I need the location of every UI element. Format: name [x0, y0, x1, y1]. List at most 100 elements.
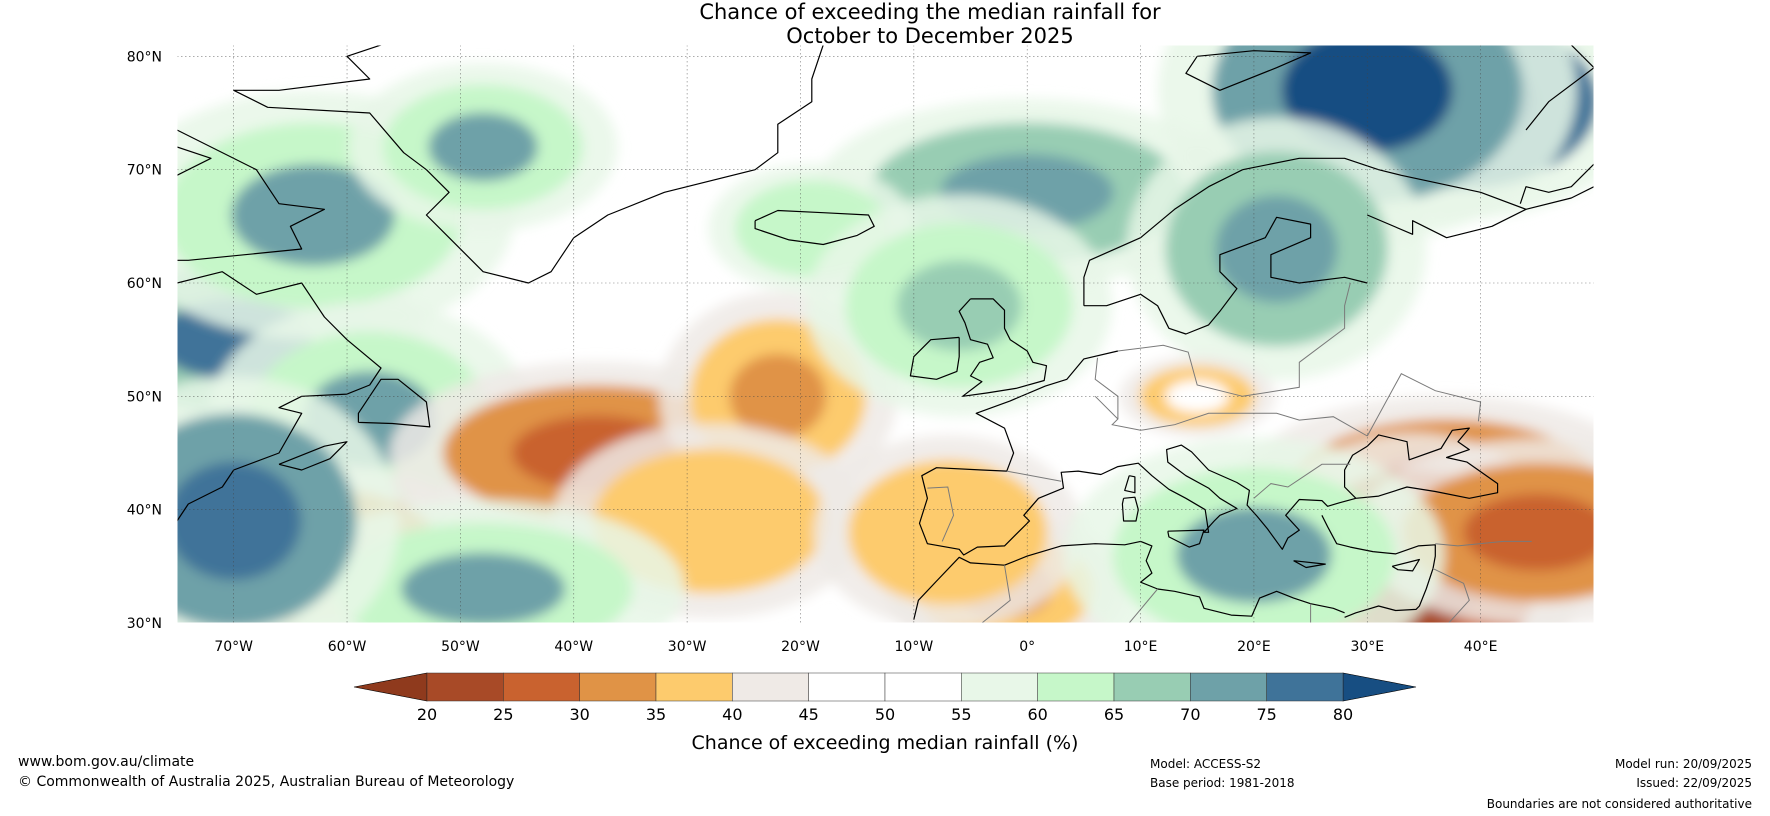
lat-tick-label: 60°N	[127, 276, 162, 292]
coastline-9	[1525, 186, 1594, 210]
lat-tick-label: 80°N	[127, 49, 162, 65]
coastline-11	[909, 336, 960, 380]
colorbar-tick-label: 25	[493, 705, 513, 724]
issued-text: Issued: 22/09/2025	[1636, 776, 1752, 790]
coastline-21	[1185, 50, 1312, 91]
website-text: www.bom.gov.au/climate	[18, 754, 195, 770]
border-3	[1117, 282, 1351, 397]
border-4	[1094, 357, 1119, 419]
coastline-13	[1344, 427, 1499, 499]
colorbar-bin	[732, 672, 809, 702]
coastline-0	[233, 45, 824, 284]
lon-tick-label: 40°E	[1464, 639, 1498, 655]
coastline-10	[958, 298, 1048, 397]
field-core-azores-dry	[645, 481, 774, 561]
colorbar-tick-label: 70	[1180, 705, 1200, 724]
coastline-4	[357, 378, 431, 428]
lon-tick-label: 20°W	[781, 639, 820, 655]
colorbar-tick-label: 75	[1256, 705, 1276, 724]
lon-tick-label: 30°W	[668, 639, 707, 655]
colorbar-bin	[503, 672, 580, 702]
colorbar-bin	[961, 672, 1038, 702]
border-2	[927, 486, 955, 542]
lat-tick-label: 40°N	[127, 503, 162, 519]
colorbar-tick-label: 80	[1333, 705, 1353, 724]
lon-tick-label: 40°W	[554, 639, 593, 655]
coastline-15	[913, 540, 1345, 620]
lon-tick-label: 20°E	[1237, 639, 1271, 655]
border-1	[1006, 470, 1062, 482]
coastline-19	[1391, 558, 1420, 572]
field-core-scandinavia-wet	[1215, 195, 1338, 303]
colorbar-tick-label: 65	[1104, 705, 1124, 724]
disclaimer-text: Boundaries are not considered authoritat…	[1486, 797, 1752, 811]
latitude-labels: 80°N 70°N 60°N 50°N 40°N 30°N	[127, 49, 162, 632]
lat-tick-label: 50°N	[127, 389, 162, 405]
field-core-greenland-west-wet	[428, 112, 538, 182]
coastline-1	[177, 129, 325, 261]
colorbar-bin	[808, 672, 886, 702]
colorbar-tick-label: 40	[722, 705, 742, 724]
title-line-2: October to December 2025	[786, 24, 1074, 48]
border-7	[1435, 540, 1532, 547]
colorbar-bin	[655, 672, 733, 702]
coastline-14	[1321, 515, 1436, 618]
colorbar-bin	[579, 672, 657, 702]
lat-tick-label: 70°N	[127, 163, 162, 179]
model-text: Model: ACCESS-S2	[1150, 757, 1262, 771]
colorbar-tick-label: 20	[417, 705, 437, 724]
lon-tick-label: 10°E	[1124, 639, 1158, 655]
colorbar-extend-low	[353, 672, 428, 702]
colorbar-tick-label: 30	[569, 705, 589, 724]
colorbar-bin	[1190, 672, 1267, 702]
colorbar-bin	[884, 672, 962, 702]
field-core-iberia-dry	[893, 492, 1003, 572]
colorbar-bin	[426, 672, 504, 702]
coastline-6	[754, 209, 875, 246]
border-6	[1366, 373, 1482, 437]
model-run-text: Model run: 20/09/2025	[1614, 757, 1752, 771]
lon-tick-label: 60°W	[328, 639, 367, 655]
colorbar-tick-label: 55	[951, 705, 971, 724]
coastline-8	[1083, 216, 1368, 335]
coastline-17	[1167, 529, 1205, 548]
field-core-gulf-stream-wet	[177, 461, 302, 581]
lon-tick-label: 50°W	[441, 639, 480, 655]
border-11	[981, 565, 1011, 623]
colorbar-tick-label: 35	[646, 705, 666, 724]
coastline-22	[1525, 45, 1594, 131]
coastlines	[177, 45, 1594, 623]
border-10	[1128, 588, 1158, 623]
lon-tick-label: 70°W	[214, 639, 253, 655]
border-0	[1094, 395, 1368, 437]
colorbar: 20 25 30 35 40 45 50 55 60 65 70 75 80	[353, 672, 1417, 724]
base-period-text: Base period: 1981-2018	[1150, 776, 1295, 790]
colorbar-bin	[1113, 672, 1191, 702]
border-8	[1432, 568, 1470, 623]
chart-title: Chance of exceeding the median rainfall …	[600, 0, 1260, 48]
colorbar-tick-label: 60	[1027, 705, 1047, 724]
lon-tick-label: 10°W	[895, 639, 934, 655]
coastline-2	[177, 146, 212, 176]
lat-tick-label: 30°N	[127, 616, 162, 632]
coastline-20	[1124, 475, 1136, 494]
field-core-sargasso-wet	[401, 552, 566, 623]
colorbar-tick-label: 45	[798, 705, 818, 724]
coastline-16	[1121, 496, 1139, 522]
colorbar-label: Chance of exceeding median rainfall (%)	[691, 732, 1079, 754]
lon-tick-label: 30°E	[1350, 639, 1384, 655]
lon-tick-label: 0°	[1019, 639, 1035, 655]
field-core-aegean-wet	[1176, 507, 1332, 603]
colorbar-extend-high	[1342, 672, 1417, 702]
map-frame	[176, 44, 1595, 624]
colorbar-bin	[1266, 672, 1344, 702]
coastline-18	[1293, 560, 1326, 569]
graticule	[177, 45, 1594, 623]
colorbar-bin	[1037, 672, 1115, 702]
field-core-middle-east-dry	[1463, 494, 1594, 571]
copyright-text: © Commonwealth of Australia 2025, Austra…	[18, 774, 515, 790]
coastline-12	[918, 350, 1357, 556]
coastline-7	[1083, 157, 1527, 306]
longitude-labels: 70°W 60°W 50°W 40°W 30°W 20°W 10°W 0° 10°E 20°E 30…	[214, 639, 1497, 655]
